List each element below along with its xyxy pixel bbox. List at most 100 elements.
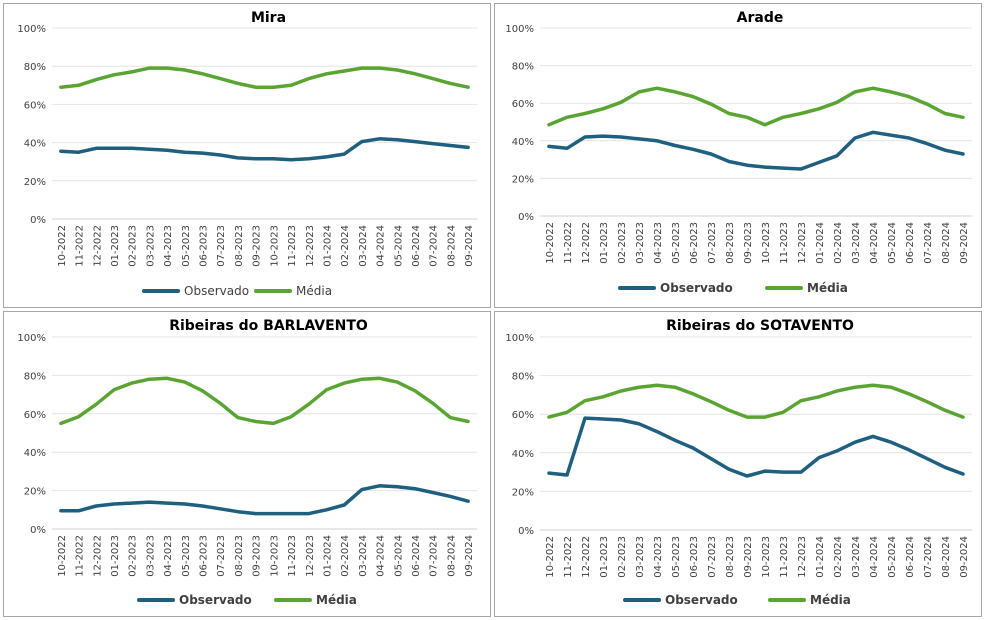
y-tick-label: 20% (512, 487, 534, 498)
x-tick-label: 02-2023 (128, 225, 139, 267)
x-tick-label: 11-2023 (287, 225, 298, 267)
x-tick-label: 02-2024 (833, 536, 844, 578)
x-tick-label: 12-2022 (581, 222, 592, 264)
x-tick-label: 03-2024 (851, 536, 862, 578)
x-tick-label: 08-2024 (941, 222, 952, 264)
y-tick-label: 0% (518, 212, 534, 223)
x-tick-label: 11-2023 (779, 536, 790, 578)
x-tick-label: 12-2023 (797, 222, 808, 264)
x-tick-label: 10-2023 (761, 222, 772, 264)
y-tick-label: 40% (24, 139, 46, 150)
x-tick-label: 11-2022 (563, 536, 574, 578)
x-tick-label: 06-2023 (689, 222, 700, 264)
x-tick-label: 09-2024 (959, 222, 970, 264)
x-tick-label: 01-2023 (110, 225, 121, 267)
y-tick-label: 40% (512, 137, 534, 148)
x-tick-label: 01-2024 (815, 536, 826, 578)
x-tick-label: 05-2023 (671, 536, 682, 578)
x-tick-label: 06-2023 (689, 536, 700, 578)
x-tick-label: 04-2024 (869, 536, 880, 578)
legend-label: Observado (184, 284, 249, 298)
x-tick-label: 08-2024 (446, 225, 457, 267)
x-tick-label: 12-2022 (581, 536, 592, 578)
x-tick-label: 08-2023 (725, 536, 736, 578)
y-tick-label: 60% (24, 100, 46, 111)
chart-panel-ribeiras-sotavento: Ribeiras do SOTAVENTO 0% 20% 40% 60% 80% 100% 1… (494, 311, 982, 617)
x-tick-label: 01-2024 (322, 225, 333, 267)
y-tick-label: 0% (518, 526, 534, 537)
x-tick-label: 04-2023 (163, 535, 174, 577)
x-tick-label: 09-2024 (959, 536, 970, 578)
x-tick-label: 09-2023 (252, 225, 263, 267)
x-tick-label: 11-2022 (563, 222, 574, 264)
x-tick-label: 04-2023 (653, 222, 664, 264)
y-tick-label: 80% (512, 372, 534, 383)
x-tick-label: 03-2023 (145, 535, 156, 577)
x-tick-label: 03-2024 (851, 222, 862, 264)
x-tick-label: 07-2023 (707, 536, 718, 578)
series-line-media (547, 383, 965, 419)
y-tick-label: 20% (24, 177, 46, 188)
y-tick-label: 40% (512, 449, 534, 460)
y-tick-label: 20% (24, 487, 46, 498)
x-tick-label: 07-2023 (216, 535, 227, 577)
x-tick-label: 02-2024 (340, 225, 351, 267)
x-tick-label: 10-2022 (545, 222, 556, 264)
x-tick-label: 02-2023 (128, 535, 139, 577)
x-tick-label: 01-2023 (599, 536, 610, 578)
line-chart-arade: Arade 0% 20% 40% 60% 80% 100% 10-2022 11-2022 12-… (505, 10, 972, 295)
chart-panel-arade: Arade 0% 20% 40% 60% 80% 100% 10-2022 11-2022 12-… (494, 3, 982, 308)
x-tick-label: 07-2024 (923, 536, 934, 578)
x-tick-label: 08-2024 (446, 535, 457, 577)
x-tick-label: 08-2024 (941, 536, 952, 578)
x-tick-label: 11-2022 (75, 535, 86, 577)
x-tick-label: 10-2022 (545, 536, 556, 578)
x-tick-label: 12-2022 (92, 225, 103, 267)
x-tick-label: 04-2023 (163, 225, 174, 267)
series-line-observado (547, 416, 965, 478)
chart-title: Ribeiras do BARLAVENTO (169, 318, 368, 334)
x-tick-label: 09-2023 (743, 222, 754, 264)
y-tick-label: 60% (24, 410, 46, 421)
x-tick-label: 10-2023 (761, 536, 772, 578)
legend-label: Observado (665, 593, 738, 607)
chart-panel-ribeiras-barlavento: Ribeiras do BARLAVENTO 0% 20% 40% 60% 80% 100%… (3, 311, 491, 617)
series-line-observado (547, 130, 965, 171)
x-tick-label: 10-2022 (57, 535, 68, 577)
chart-title: Ribeiras do SOTAVENTO (666, 318, 854, 334)
x-tick-label: 01-2023 (599, 222, 610, 264)
x-tick-label: 05-2024 (393, 535, 404, 577)
y-tick-label: 60% (512, 410, 534, 421)
x-tick-label: 05-2024 (887, 222, 898, 264)
x-tick-label: 02-2023 (617, 536, 628, 578)
y-tick-label: 0% (30, 215, 46, 226)
x-tick-label: 03-2024 (358, 225, 369, 267)
y-tick-label: 100% (505, 24, 534, 35)
x-tick-label: 05-2024 (887, 536, 898, 578)
series-line-media (59, 66, 470, 89)
x-tick-label: 12-2022 (92, 535, 103, 577)
line-chart-mira: Mira 0% 20% 40% 60% 80% 100% 10-2022 11-2022 12-2… (17, 10, 477, 298)
x-tick-label: 01-2023 (110, 535, 121, 577)
x-tick-label: 03-2023 (635, 222, 646, 264)
x-tick-label: 07-2024 (923, 222, 934, 264)
x-tick-label: 06-2023 (199, 225, 210, 267)
series-line-media (547, 86, 965, 127)
x-tick-label: 04-2024 (376, 225, 387, 267)
x-tick-label: 09-2023 (252, 535, 263, 577)
x-tick-label: 08-2023 (234, 535, 245, 577)
y-tick-label: 80% (24, 62, 46, 73)
chart-title: Mira (251, 10, 286, 26)
x-tick-label: 01-2024 (322, 535, 333, 577)
x-tick-label: 02-2024 (833, 222, 844, 264)
legend-label: Média (316, 593, 357, 607)
x-tick-label: 07-2024 (429, 225, 440, 267)
y-tick-label: 20% (512, 174, 534, 185)
x-tick-label: 05-2024 (393, 225, 404, 267)
x-tick-label: 08-2023 (234, 225, 245, 267)
x-tick-label: 05-2023 (671, 222, 682, 264)
y-tick-label: 100% (17, 24, 46, 35)
y-tick-label: 80% (512, 62, 534, 73)
x-tick-label: 09-2024 (464, 225, 475, 267)
x-tick-label: 12-2023 (305, 225, 316, 267)
